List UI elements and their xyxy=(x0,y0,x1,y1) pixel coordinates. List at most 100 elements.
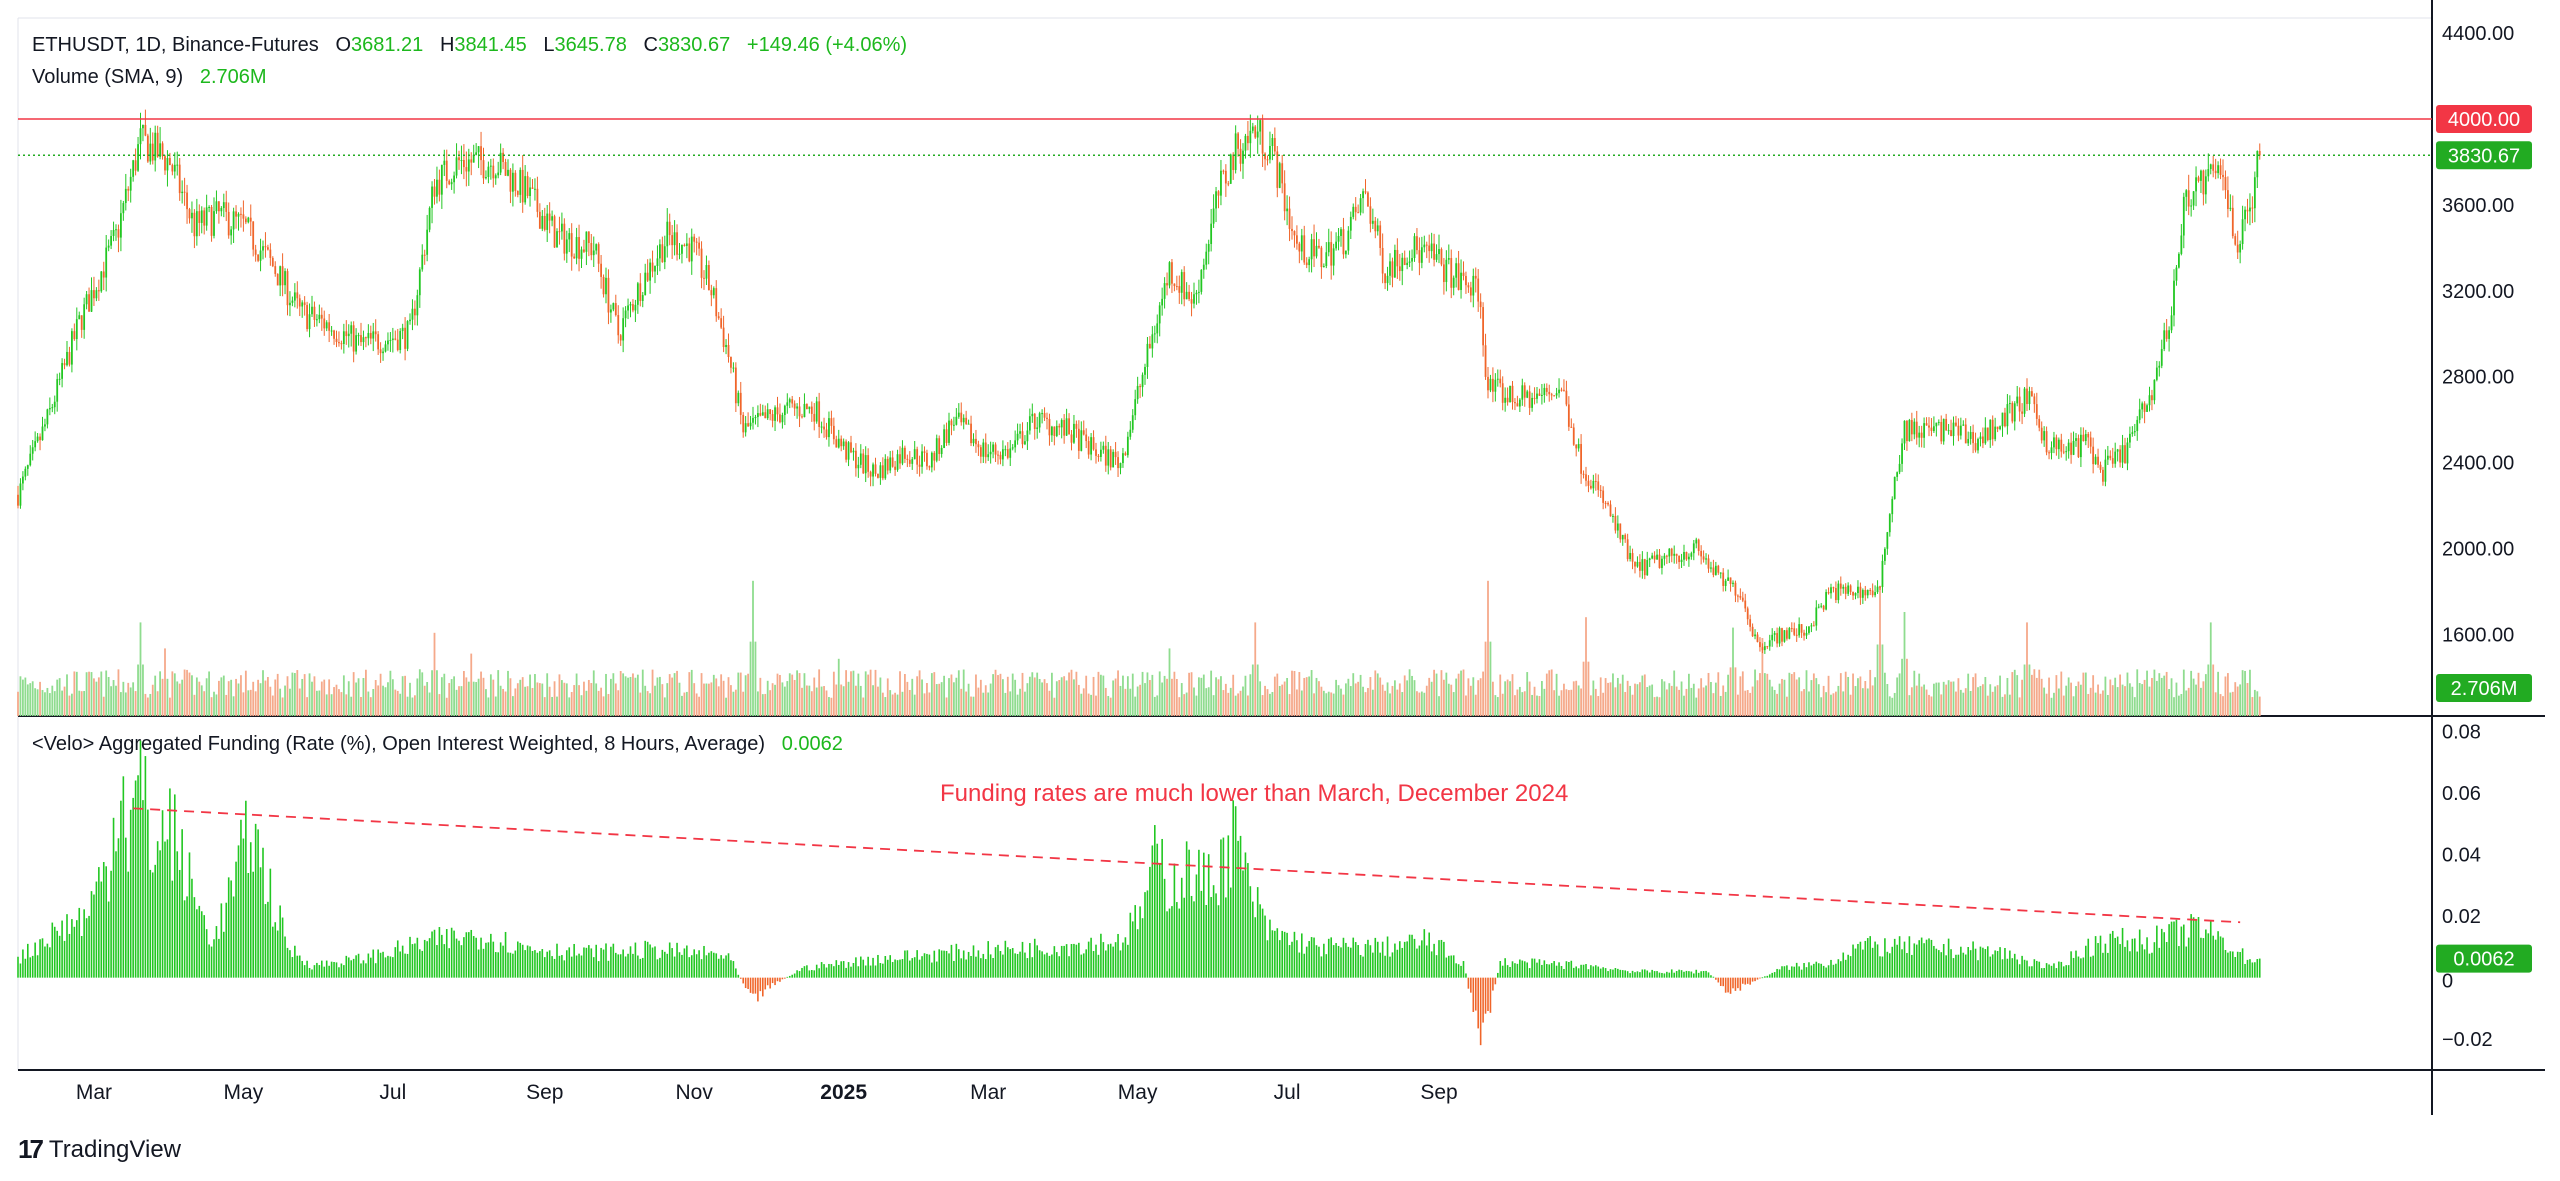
volume-bar xyxy=(2070,682,2072,716)
candle xyxy=(1925,423,1928,426)
candle xyxy=(1322,266,1325,268)
funding-bar xyxy=(1474,977,1477,1011)
volume-bar xyxy=(1629,685,1631,716)
funding-bar xyxy=(1112,946,1114,978)
funding-bar xyxy=(519,942,522,978)
candle xyxy=(1220,170,1222,196)
candle xyxy=(1871,590,1874,596)
candle xyxy=(636,283,639,305)
funding-bar xyxy=(639,958,642,978)
volume-bar xyxy=(1087,693,1090,716)
funding-bar xyxy=(2256,959,2259,978)
volume-bar xyxy=(1678,689,1680,716)
volume-bar xyxy=(85,672,88,716)
candle xyxy=(1942,418,1945,442)
volume-bar xyxy=(744,675,747,716)
volume-bar xyxy=(810,691,813,716)
funding-bar xyxy=(1342,937,1345,978)
volume-bar xyxy=(2256,691,2259,716)
funding-bar xyxy=(450,927,453,978)
funding-bar xyxy=(387,955,389,978)
funding-bar xyxy=(46,943,49,978)
volume-bar xyxy=(536,682,539,716)
candle xyxy=(1217,191,1220,196)
candle xyxy=(156,132,159,157)
funding-annotation[interactable]: Funding rates are much lower than March,… xyxy=(940,780,1569,807)
funding-bar xyxy=(1972,941,1974,978)
candle xyxy=(1131,415,1134,430)
funding-bar xyxy=(668,942,671,978)
candle xyxy=(1043,413,1046,418)
volume-badge: 2.706M xyxy=(2451,678,2518,700)
volume-bar xyxy=(1124,688,1127,716)
funding-bar xyxy=(1876,944,1879,978)
candle xyxy=(872,464,874,477)
funding-label[interactable]: <Velo> Aggregated Funding (Rate (%), Ope… xyxy=(32,733,766,755)
candle xyxy=(205,207,208,226)
candle xyxy=(2001,412,2004,427)
price-axis[interactable]: 1600.002000.002400.002800.003200.003600.… xyxy=(2442,23,2514,646)
candle xyxy=(146,135,149,162)
funding-bar xyxy=(754,977,757,994)
volume-bar xyxy=(1793,672,1796,716)
volume-bar xyxy=(1398,683,1401,716)
volume-bar xyxy=(1031,672,1034,716)
tradingview-logo[interactable]: 17 TradingView xyxy=(18,1134,181,1165)
funding-bar xyxy=(406,953,409,978)
funding-bar xyxy=(2138,929,2141,978)
candle xyxy=(244,218,247,223)
volume-bar xyxy=(88,671,90,716)
candle xyxy=(592,250,595,256)
funding-bar xyxy=(1320,956,1323,978)
volume-bar xyxy=(803,673,806,716)
volume-bar xyxy=(384,687,387,716)
funding-bar xyxy=(1803,963,1805,978)
funding-bar xyxy=(267,901,269,978)
volume-bar xyxy=(188,672,191,716)
candle xyxy=(987,454,990,458)
candle xyxy=(1359,198,1362,213)
funding-bar xyxy=(421,950,424,978)
volume-bar xyxy=(171,671,174,716)
funding-bar xyxy=(328,965,330,978)
low-label: L xyxy=(543,34,555,56)
volume-bar xyxy=(1038,678,1041,716)
volume-label[interactable]: Volume (SMA, 9) xyxy=(32,66,184,88)
funding-bar xyxy=(1269,919,1271,978)
candle xyxy=(1313,239,1315,257)
funding-bar xyxy=(2244,963,2246,978)
volume-bar xyxy=(661,684,664,716)
candle xyxy=(573,256,576,259)
funding-bar xyxy=(1149,866,1151,978)
funding-bar xyxy=(1683,971,1685,978)
volume-bar xyxy=(695,693,698,716)
candle xyxy=(421,254,424,270)
funding-bar xyxy=(539,951,541,978)
volume-bar xyxy=(1881,644,1884,716)
candle xyxy=(509,169,512,192)
time-axis[interactable]: Mar May Jul Sep Nov 2025 Mar May Jul Sep xyxy=(76,1081,1458,1104)
last-price-badge-bg xyxy=(2436,141,2532,170)
funding-axis[interactable]: −0.020.020.040.060.080 xyxy=(2442,721,2493,1051)
candle xyxy=(2229,207,2232,210)
candle xyxy=(962,417,965,423)
funding-bar xyxy=(90,891,93,978)
symbol-label[interactable]: ETHUSDT, 1D, Binance-Futures xyxy=(32,34,319,56)
volume-bar xyxy=(34,688,37,716)
volume-bar xyxy=(477,678,480,716)
volume-bar xyxy=(1011,673,1014,716)
funding-bar xyxy=(1582,964,1585,978)
funding-bar xyxy=(44,946,46,978)
volume-bar xyxy=(1445,672,1448,716)
volume-bar xyxy=(1482,671,1484,716)
funding-bar xyxy=(1533,958,1536,978)
volume-bar xyxy=(583,681,585,716)
volume-bar xyxy=(1180,683,1183,716)
candle xyxy=(1227,183,1230,185)
volume-bar xyxy=(1357,681,1360,716)
funding-bar xyxy=(414,943,416,978)
funding-bar xyxy=(801,967,803,978)
volume-bar xyxy=(1403,675,1406,716)
candle xyxy=(1999,426,2001,430)
